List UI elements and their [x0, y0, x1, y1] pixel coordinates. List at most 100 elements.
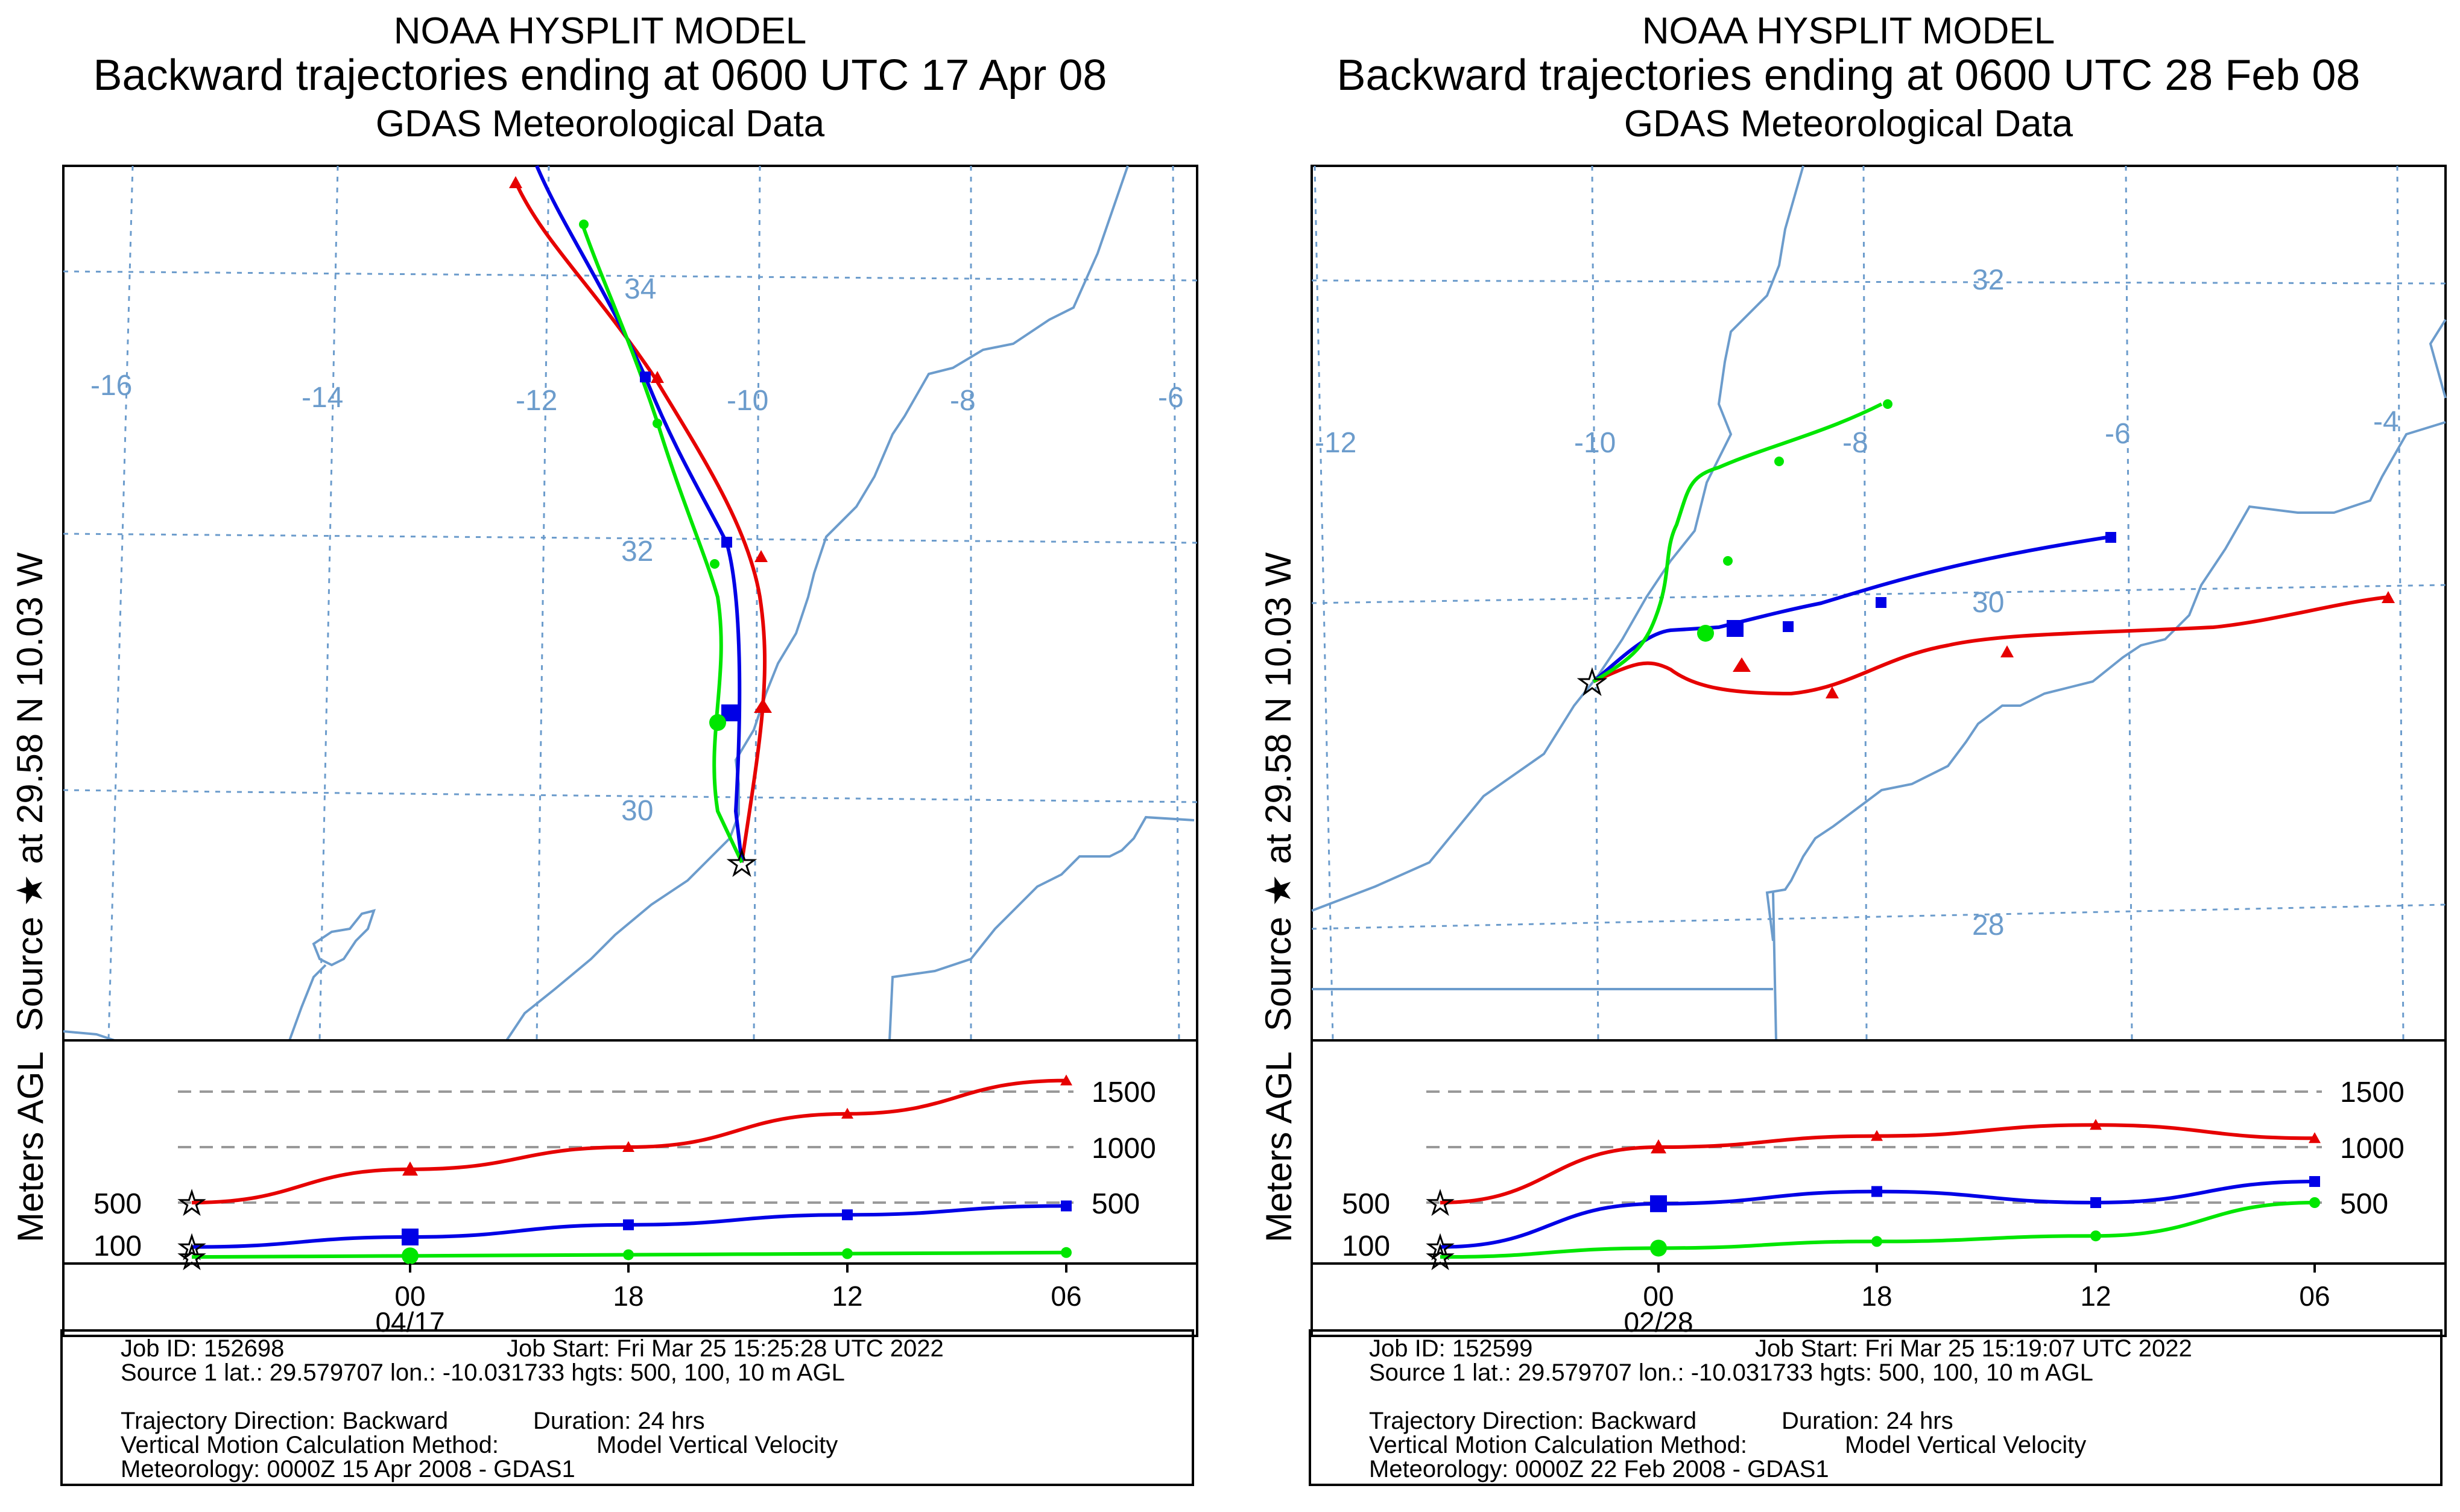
height-marker-10m	[402, 1247, 419, 1265]
source-info: Source 1 lat.: 29.579707 lon.: -10.03173…	[1369, 1359, 2093, 1386]
trajectory-direction: Trajectory Direction: Backward	[121, 1408, 449, 1434]
left-level-label: 500	[93, 1188, 142, 1220]
source-star-icon: ★	[1578, 663, 1607, 701]
duration: Duration: 24 hrs	[533, 1408, 705, 1434]
level-label: 500	[1092, 1188, 1140, 1220]
time-axis-frame	[1311, 1262, 2447, 1337]
map-labels: -12 -10 -8 -6 -4 32 30 28	[1315, 264, 2399, 941]
height-marker-100m	[1650, 1195, 1667, 1212]
height-marker-500m	[841, 1107, 853, 1119]
time-tick-label: 00	[1643, 1280, 1674, 1312]
time-tick-label: 06	[1051, 1280, 1081, 1312]
meteorology: Meteorology: 0000Z 22 Feb 2008 - GDAS1	[1369, 1456, 1829, 1482]
trajectory-10m	[580, 223, 744, 864]
height-marker-100m	[1061, 1200, 1072, 1212]
height-marker-100m	[402, 1229, 419, 1246]
panel-data-label: GDAS Meteorological Data	[375, 103, 825, 145]
time-tick-label: 12	[2080, 1280, 2111, 1312]
height-profiles: ★★★	[1426, 1119, 2321, 1276]
level-label: 1000	[1092, 1133, 1156, 1165]
lat-lon-grid	[63, 165, 1198, 1041]
lon-label: -12	[516, 385, 557, 417]
lat-label: 32	[1972, 264, 2004, 296]
height-frame	[1311, 1039, 2447, 1265]
level-gridlines	[178, 1090, 1073, 1204]
level-label: 500	[2340, 1188, 2388, 1220]
level-label: 1000	[2340, 1133, 2405, 1165]
meteorology: Meteorology: 0000Z 15 Apr 2008 - GDAS1	[121, 1456, 575, 1482]
source-star-icon: ★	[1427, 1186, 1454, 1221]
agl-label: Meters AGL	[1259, 1051, 1299, 1242]
source-star-icon: ★	[179, 1186, 206, 1221]
lon-label: -6	[1158, 382, 1184, 414]
agl-label: Meters AGL	[10, 1051, 51, 1242]
height-marker-10m	[1871, 1236, 1882, 1247]
trajectory-panel-right: NOAA HYSPLIT MODEL Backward trajectories…	[1248, 0, 2449, 1512]
map-trajectories	[514, 165, 767, 864]
time-tick-label: 18	[613, 1280, 643, 1312]
lat-lon-grid	[1311, 165, 2446, 1041]
trajectory-panel-left: NOAA HYSPLIT MODEL Backward trajectories…	[0, 0, 1200, 1512]
height-marker-100m	[1871, 1186, 1882, 1197]
time-ticks	[1657, 1264, 2316, 1273]
panel-title: NOAA HYSPLIT MODEL	[393, 10, 807, 52]
lat-label: 34	[624, 273, 656, 305]
height-marker-500m	[622, 1141, 634, 1152]
source-label: Source ★ at 29.58 N 10.03 W	[10, 552, 50, 1031]
height-marker-10m	[842, 1248, 853, 1259]
source-star-icon: ★	[727, 844, 756, 882]
time-axis-frame	[62, 1262, 1198, 1337]
level-label: 1500	[2340, 1077, 2405, 1109]
time-tick-label: 00	[394, 1280, 425, 1312]
source-label: Source ★ at 29.58 N 10.03 W	[1258, 552, 1298, 1031]
map-labels: -16 -14 -12 -10 -8 -6 34 32 30	[90, 273, 1184, 827]
source-star-icon: ★	[179, 1240, 206, 1275]
trajectory-plot: -16 -14 -12 -10 -8 -6 34 32 30	[62, 165, 1198, 1338]
height-marker-500m	[1871, 1130, 1883, 1141]
trajectory-direction: Trajectory Direction: Backward	[1369, 1408, 1697, 1434]
source-info: Source 1 lat.: 29.579707 lon.: -10.03173…	[121, 1359, 845, 1386]
height-marker-10m	[2309, 1197, 2320, 1208]
height-marker-100m	[2309, 1176, 2320, 1188]
trajectory-100m	[535, 165, 744, 863]
height-marker-10m	[2090, 1230, 2101, 1242]
lon-label: -4	[2373, 406, 2399, 438]
height-marker-500m	[2309, 1132, 2321, 1143]
trajectory-plot: -12 -10 -8 -6 -4 32 30 28 ★	[1311, 165, 2447, 1338]
trajectory-10m	[1592, 402, 1883, 683]
date-label: 04/17	[375, 1306, 444, 1338]
height-marker-10m	[1650, 1239, 1667, 1257]
info-box: Job ID: 152599 Job Start: Fri Mar 25 15:…	[1309, 1329, 2443, 1486]
time-tick-label: 18	[1861, 1280, 1892, 1312]
height-profile-500m	[191, 1078, 1067, 1204]
lat-label: 30	[1972, 587, 2004, 619]
source-star-icon: ★	[1427, 1240, 1454, 1275]
height-marker-500m	[402, 1161, 418, 1176]
panel-title: NOAA HYSPLIT MODEL	[1642, 10, 2055, 52]
height-marker-100m	[842, 1209, 853, 1221]
lon-label: -8	[1842, 427, 1868, 459]
lon-label: -10	[1574, 427, 1616, 459]
time-tick-label: 06	[2299, 1280, 2330, 1312]
time-tick-label: 12	[832, 1280, 862, 1312]
map-markers: ★	[1576, 399, 2395, 703]
lon-label: -8	[950, 385, 976, 417]
lon-label: -16	[90, 370, 132, 402]
panel-subtitle: Backward trajectories ending at 0600 UTC…	[1336, 51, 2360, 100]
time-ticks	[409, 1264, 1067, 1273]
map-markers: ★	[509, 176, 772, 884]
height-marker-500m	[1651, 1139, 1666, 1154]
trajectory-500m	[1592, 595, 2389, 696]
level-label: 1500	[1092, 1077, 1156, 1109]
source-star-icon: ★	[179, 1230, 206, 1265]
coastline	[1311, 165, 2447, 1041]
job-id: Job ID: 152599	[1369, 1335, 1533, 1362]
panel-data-label: GDAS Meteorological Data	[1624, 103, 2073, 145]
height-profile-10m	[1440, 1201, 2315, 1259]
lat-label: 30	[621, 795, 653, 827]
job-start: Job Start: Fri Mar 25 15:19:07 UTC 2022	[1755, 1335, 2192, 1362]
date-label: 02/28	[1624, 1306, 1693, 1338]
height-marker-100m	[2090, 1197, 2101, 1208]
left-level-label: 500	[1342, 1188, 1390, 1220]
coastline	[63, 165, 1195, 1042]
